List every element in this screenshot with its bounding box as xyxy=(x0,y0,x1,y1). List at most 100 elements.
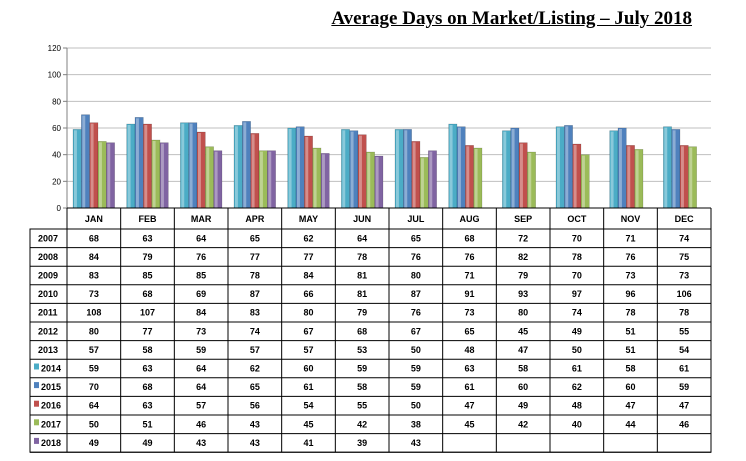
row-label-2011: 2011 xyxy=(38,308,58,318)
cell-2018-mar: 43 xyxy=(196,438,206,448)
bar-highlight xyxy=(82,115,86,208)
cell-2013-nov: 51 xyxy=(625,345,635,355)
cell-2012-jun: 68 xyxy=(357,326,367,336)
cell-2015-oct: 62 xyxy=(572,382,582,392)
month-label-may: MAY xyxy=(299,214,318,224)
cell-2009-aug: 71 xyxy=(464,271,474,281)
bar-highlight xyxy=(243,122,247,208)
bar-highlight xyxy=(619,129,622,208)
bar-highlight xyxy=(189,123,193,208)
y-tick-label: 60 xyxy=(52,124,61,133)
cell-2018-jul: 43 xyxy=(411,438,421,448)
legend-key-2016 xyxy=(34,400,39,407)
bar-highlight xyxy=(342,130,346,208)
bar-highlight xyxy=(412,142,416,208)
bar-highlight xyxy=(359,135,362,208)
bar-highlight xyxy=(582,155,585,208)
row-label-2013: 2013 xyxy=(38,345,58,355)
cell-2008-may: 77 xyxy=(303,252,313,262)
y-tick-label: 0 xyxy=(57,204,62,213)
bar-highlight xyxy=(635,150,639,208)
cell-2015-jul: 59 xyxy=(411,382,421,392)
legend-key-2017 xyxy=(34,419,39,426)
cell-2016-apr: 56 xyxy=(250,401,260,411)
bar-highlight xyxy=(528,153,532,208)
cell-2007-nov: 71 xyxy=(625,233,635,243)
cell-2010-jan: 73 xyxy=(89,289,99,299)
cell-2009-mar: 85 xyxy=(196,271,206,281)
cell-2010-aug: 91 xyxy=(464,289,474,299)
cell-2017-jan: 50 xyxy=(89,419,99,429)
cell-2008-nov: 76 xyxy=(625,252,635,262)
cell-2007-mar: 64 xyxy=(196,233,206,243)
bar-highlight xyxy=(288,129,292,208)
cell-2007-feb: 63 xyxy=(142,233,152,243)
bar-highlight xyxy=(206,147,210,208)
bar-highlight xyxy=(305,137,309,208)
cell-2013-dec: 54 xyxy=(679,345,689,355)
row-label-2017: 2017 xyxy=(41,419,61,429)
cell-2010-may: 66 xyxy=(303,289,313,299)
cell-2014-nov: 58 xyxy=(625,364,635,374)
cell-2013-aug: 48 xyxy=(464,345,474,355)
bar-highlight xyxy=(396,130,399,208)
y-tick-label: 40 xyxy=(52,151,61,160)
cell-2013-oct: 50 xyxy=(572,345,582,355)
cell-2008-aug: 76 xyxy=(464,252,474,262)
y-tick-label: 20 xyxy=(52,177,61,186)
legend-key-2015 xyxy=(34,382,39,389)
cell-2012-nov: 51 xyxy=(625,326,635,336)
cell-2010-dec: 106 xyxy=(677,289,692,299)
bar-highlight xyxy=(181,123,185,208)
cell-2009-jan: 83 xyxy=(89,271,99,281)
cell-2011-may: 80 xyxy=(303,308,313,318)
cell-2018-jun: 39 xyxy=(357,438,367,448)
bar-highlight xyxy=(297,127,300,208)
cell-2011-nov: 78 xyxy=(625,308,635,318)
row-label-2009: 2009 xyxy=(38,271,58,281)
cell-2017-sep: 42 xyxy=(518,419,528,429)
cell-2009-dec: 73 xyxy=(679,271,689,281)
cell-2014-mar: 64 xyxy=(196,364,206,374)
cell-2012-apr: 74 xyxy=(250,326,260,336)
row-label-2007: 2007 xyxy=(38,233,58,243)
cell-2017-nov: 44 xyxy=(625,419,635,429)
cell-2008-jul: 76 xyxy=(411,252,421,262)
bar-highlight xyxy=(90,123,94,208)
bar-highlight xyxy=(99,142,102,208)
cell-2014-feb: 63 xyxy=(142,364,152,374)
bar-highlight xyxy=(136,118,139,208)
legend-key-2018 xyxy=(34,437,39,444)
bar-highlight xyxy=(107,143,111,208)
cell-2012-aug: 65 xyxy=(464,326,474,336)
cell-2007-jan: 68 xyxy=(89,233,99,243)
cell-2018-jan: 49 xyxy=(89,438,99,448)
cell-2011-apr: 83 xyxy=(250,308,260,318)
cell-2011-mar: 84 xyxy=(196,308,206,318)
cell-2012-sep: 45 xyxy=(518,326,528,336)
month-label-dec: DEC xyxy=(675,214,695,224)
cell-2016-nov: 47 xyxy=(625,401,635,411)
cell-2011-sep: 80 xyxy=(518,308,528,318)
cell-2007-jul: 65 xyxy=(411,233,421,243)
cell-2009-sep: 79 xyxy=(518,271,528,281)
cell-2016-mar: 57 xyxy=(196,401,206,411)
cell-2011-feb: 107 xyxy=(140,308,155,318)
cell-2007-aug: 68 xyxy=(464,233,474,243)
cell-2010-mar: 69 xyxy=(196,289,206,299)
bar-highlight xyxy=(404,130,408,208)
cell-2015-may: 61 xyxy=(303,382,313,392)
cell-2012-feb: 77 xyxy=(142,326,152,336)
cell-2010-nov: 96 xyxy=(625,289,635,299)
bar-highlight xyxy=(367,153,371,208)
cell-2016-feb: 63 xyxy=(142,401,152,411)
row-label-2014: 2014 xyxy=(41,364,61,374)
cell-2010-feb: 68 xyxy=(142,289,152,299)
bar-highlight xyxy=(268,151,272,208)
cell-2011-oct: 74 xyxy=(572,308,582,318)
cell-2014-dec: 61 xyxy=(679,364,689,374)
cell-2015-sep: 60 xyxy=(518,382,528,392)
cell-2016-oct: 48 xyxy=(572,401,582,411)
bar-highlight xyxy=(689,147,693,208)
cell-2017-mar: 46 xyxy=(196,419,206,429)
